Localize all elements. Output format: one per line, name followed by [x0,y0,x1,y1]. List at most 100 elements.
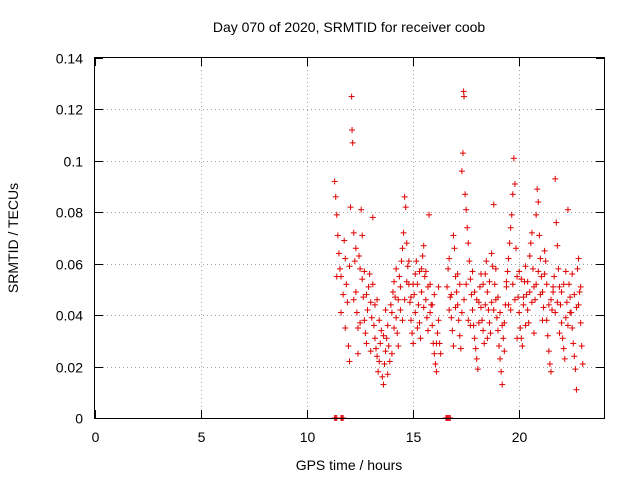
data-point [408,317,415,324]
data-point [384,322,391,329]
data-point [399,317,406,324]
data-point [378,327,385,334]
data-point [371,301,378,308]
data-point [397,307,404,313]
data-point [385,343,392,349]
y-tick-label: 0 [75,411,83,427]
x-tick-label: 10 [300,429,316,445]
data-point [497,355,504,362]
data-point [557,301,564,308]
data-point [529,265,536,272]
data-point [405,258,412,265]
data-point [454,271,461,277]
data-point [377,340,384,347]
data-point [554,299,561,306]
data-point [375,368,382,375]
data-point [550,289,557,295]
data-point [340,291,347,298]
data-point [437,350,444,357]
data-point [541,247,548,254]
data-point [477,271,484,277]
data-point [553,219,560,226]
data-point [532,296,539,303]
data-point [522,263,529,270]
data-point [467,322,474,329]
data-point [492,265,499,272]
data-point [424,283,431,290]
data-point [427,309,434,316]
data-point [571,353,578,360]
data-point [452,304,459,311]
data-point [499,381,506,388]
data-point [525,319,532,326]
data-point [469,268,476,275]
x-tick-label: 0 [92,429,100,445]
data-point [376,358,383,365]
data-point [473,296,480,303]
data-point [573,386,580,393]
data-point [346,358,353,365]
data-point [535,199,542,205]
data-point [475,319,482,326]
data-point [497,309,504,316]
data-point [410,281,417,288]
data-point [396,273,403,280]
data-point [503,278,510,285]
data-point [382,307,389,313]
chart-title: Day 070 of 2020, SRMTID for receiver coo… [213,19,486,35]
data-point [481,340,488,347]
data-point [552,175,559,182]
data-point [533,211,540,218]
data-point [564,206,571,213]
data-point [489,263,496,270]
data-point [413,258,420,265]
data-point [461,93,468,100]
data-point [558,289,565,295]
data-point [534,186,541,193]
data-point [461,296,468,303]
data-point [386,358,393,365]
data-point [435,283,442,290]
data-point [434,330,441,337]
data-point [367,348,374,355]
data-point [488,250,495,257]
data-point [469,307,476,313]
y-axis-title: SRMTID / TECUs [5,183,21,293]
data-point [494,294,501,301]
data-point [456,281,463,288]
data-point [365,283,372,290]
data-point [569,271,576,277]
data-point [507,224,514,231]
data-point [508,211,515,218]
data-point [395,343,402,349]
data-point [463,206,470,213]
data-point [384,371,391,378]
data-point [472,345,479,352]
data-point [569,325,576,331]
data-point [401,193,408,200]
data-point [471,335,478,342]
data-point [373,345,380,352]
data-point [363,340,370,347]
data-point [455,317,462,324]
data-point [397,283,404,290]
data-point [507,307,514,313]
y-tick-label: 0.02 [56,360,83,376]
data-point [429,301,436,308]
data-point [349,127,356,133]
data-point [348,93,355,100]
data-point [358,206,365,213]
data-point [357,319,364,326]
data-point [572,366,579,373]
data-point [380,381,387,388]
data-point [410,340,417,347]
data-point [404,263,411,270]
data-point [448,291,455,298]
data-point [514,335,521,342]
data-point [528,229,535,236]
data-point [524,278,531,285]
data-point [526,289,533,295]
data-point [426,211,433,218]
data-point [468,291,475,298]
